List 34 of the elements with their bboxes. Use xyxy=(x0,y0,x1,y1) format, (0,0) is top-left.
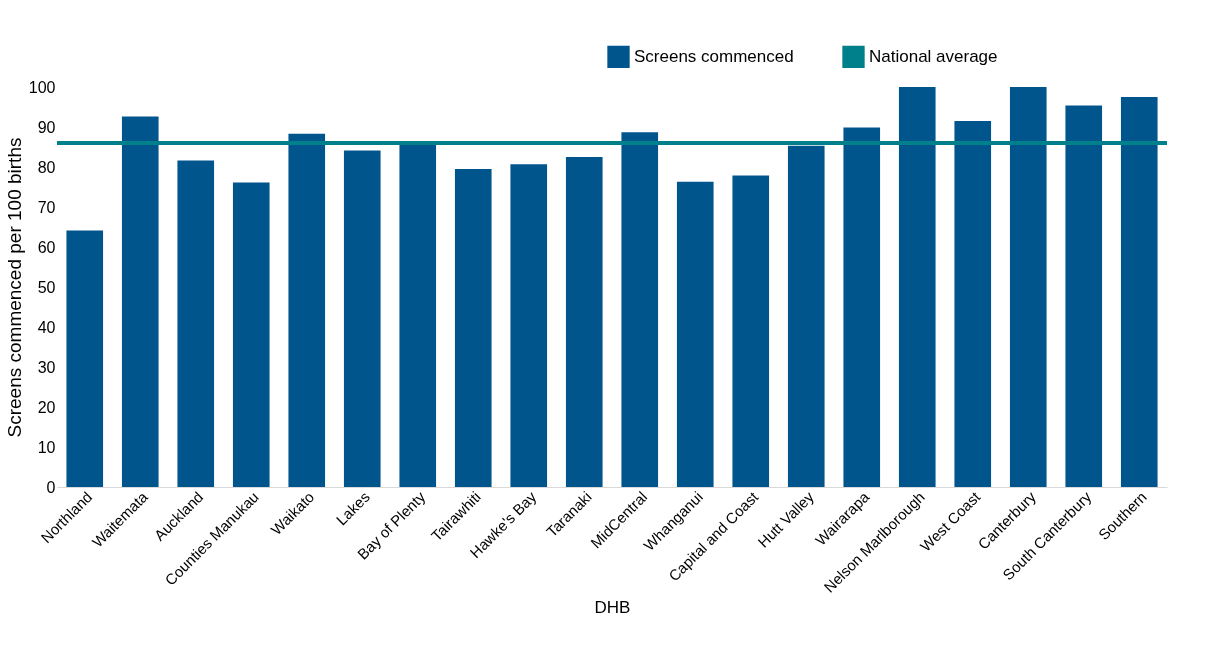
y-tick-label: 0 xyxy=(46,478,56,496)
bar xyxy=(621,132,659,487)
bar xyxy=(565,157,603,487)
bar xyxy=(121,116,159,487)
y-tick-label: 50 xyxy=(37,278,56,296)
bar xyxy=(177,160,215,487)
y-tick-label: 70 xyxy=(37,198,56,216)
x-axis-title: DHB xyxy=(594,597,631,617)
y-tick-label: 10 xyxy=(37,438,56,456)
bar xyxy=(454,169,492,487)
y-tick-label: 80 xyxy=(37,158,56,176)
y-tick-label: 100 xyxy=(28,78,56,96)
bar xyxy=(676,181,714,487)
bar xyxy=(288,133,326,487)
y-tick-label: 30 xyxy=(37,358,56,376)
legend-label: Screens commenced xyxy=(634,46,794,66)
y-tick-label: 20 xyxy=(37,398,56,416)
bar xyxy=(787,145,825,487)
y-tick-label: 90 xyxy=(37,118,56,136)
y-tick-label: 40 xyxy=(37,318,56,336)
bar xyxy=(898,87,936,487)
y-axis-title: Screens commenced per 100 births xyxy=(3,137,25,438)
bar xyxy=(1120,97,1158,487)
bar xyxy=(954,121,992,487)
legend-label: National average xyxy=(869,46,998,66)
bar xyxy=(1009,87,1047,487)
bar xyxy=(232,182,270,487)
bar xyxy=(1065,105,1103,487)
bar xyxy=(510,164,548,487)
bar xyxy=(732,175,770,487)
bar xyxy=(66,230,104,487)
y-tick-label: 60 xyxy=(37,238,56,256)
bar xyxy=(843,127,881,487)
bar xyxy=(343,150,381,487)
